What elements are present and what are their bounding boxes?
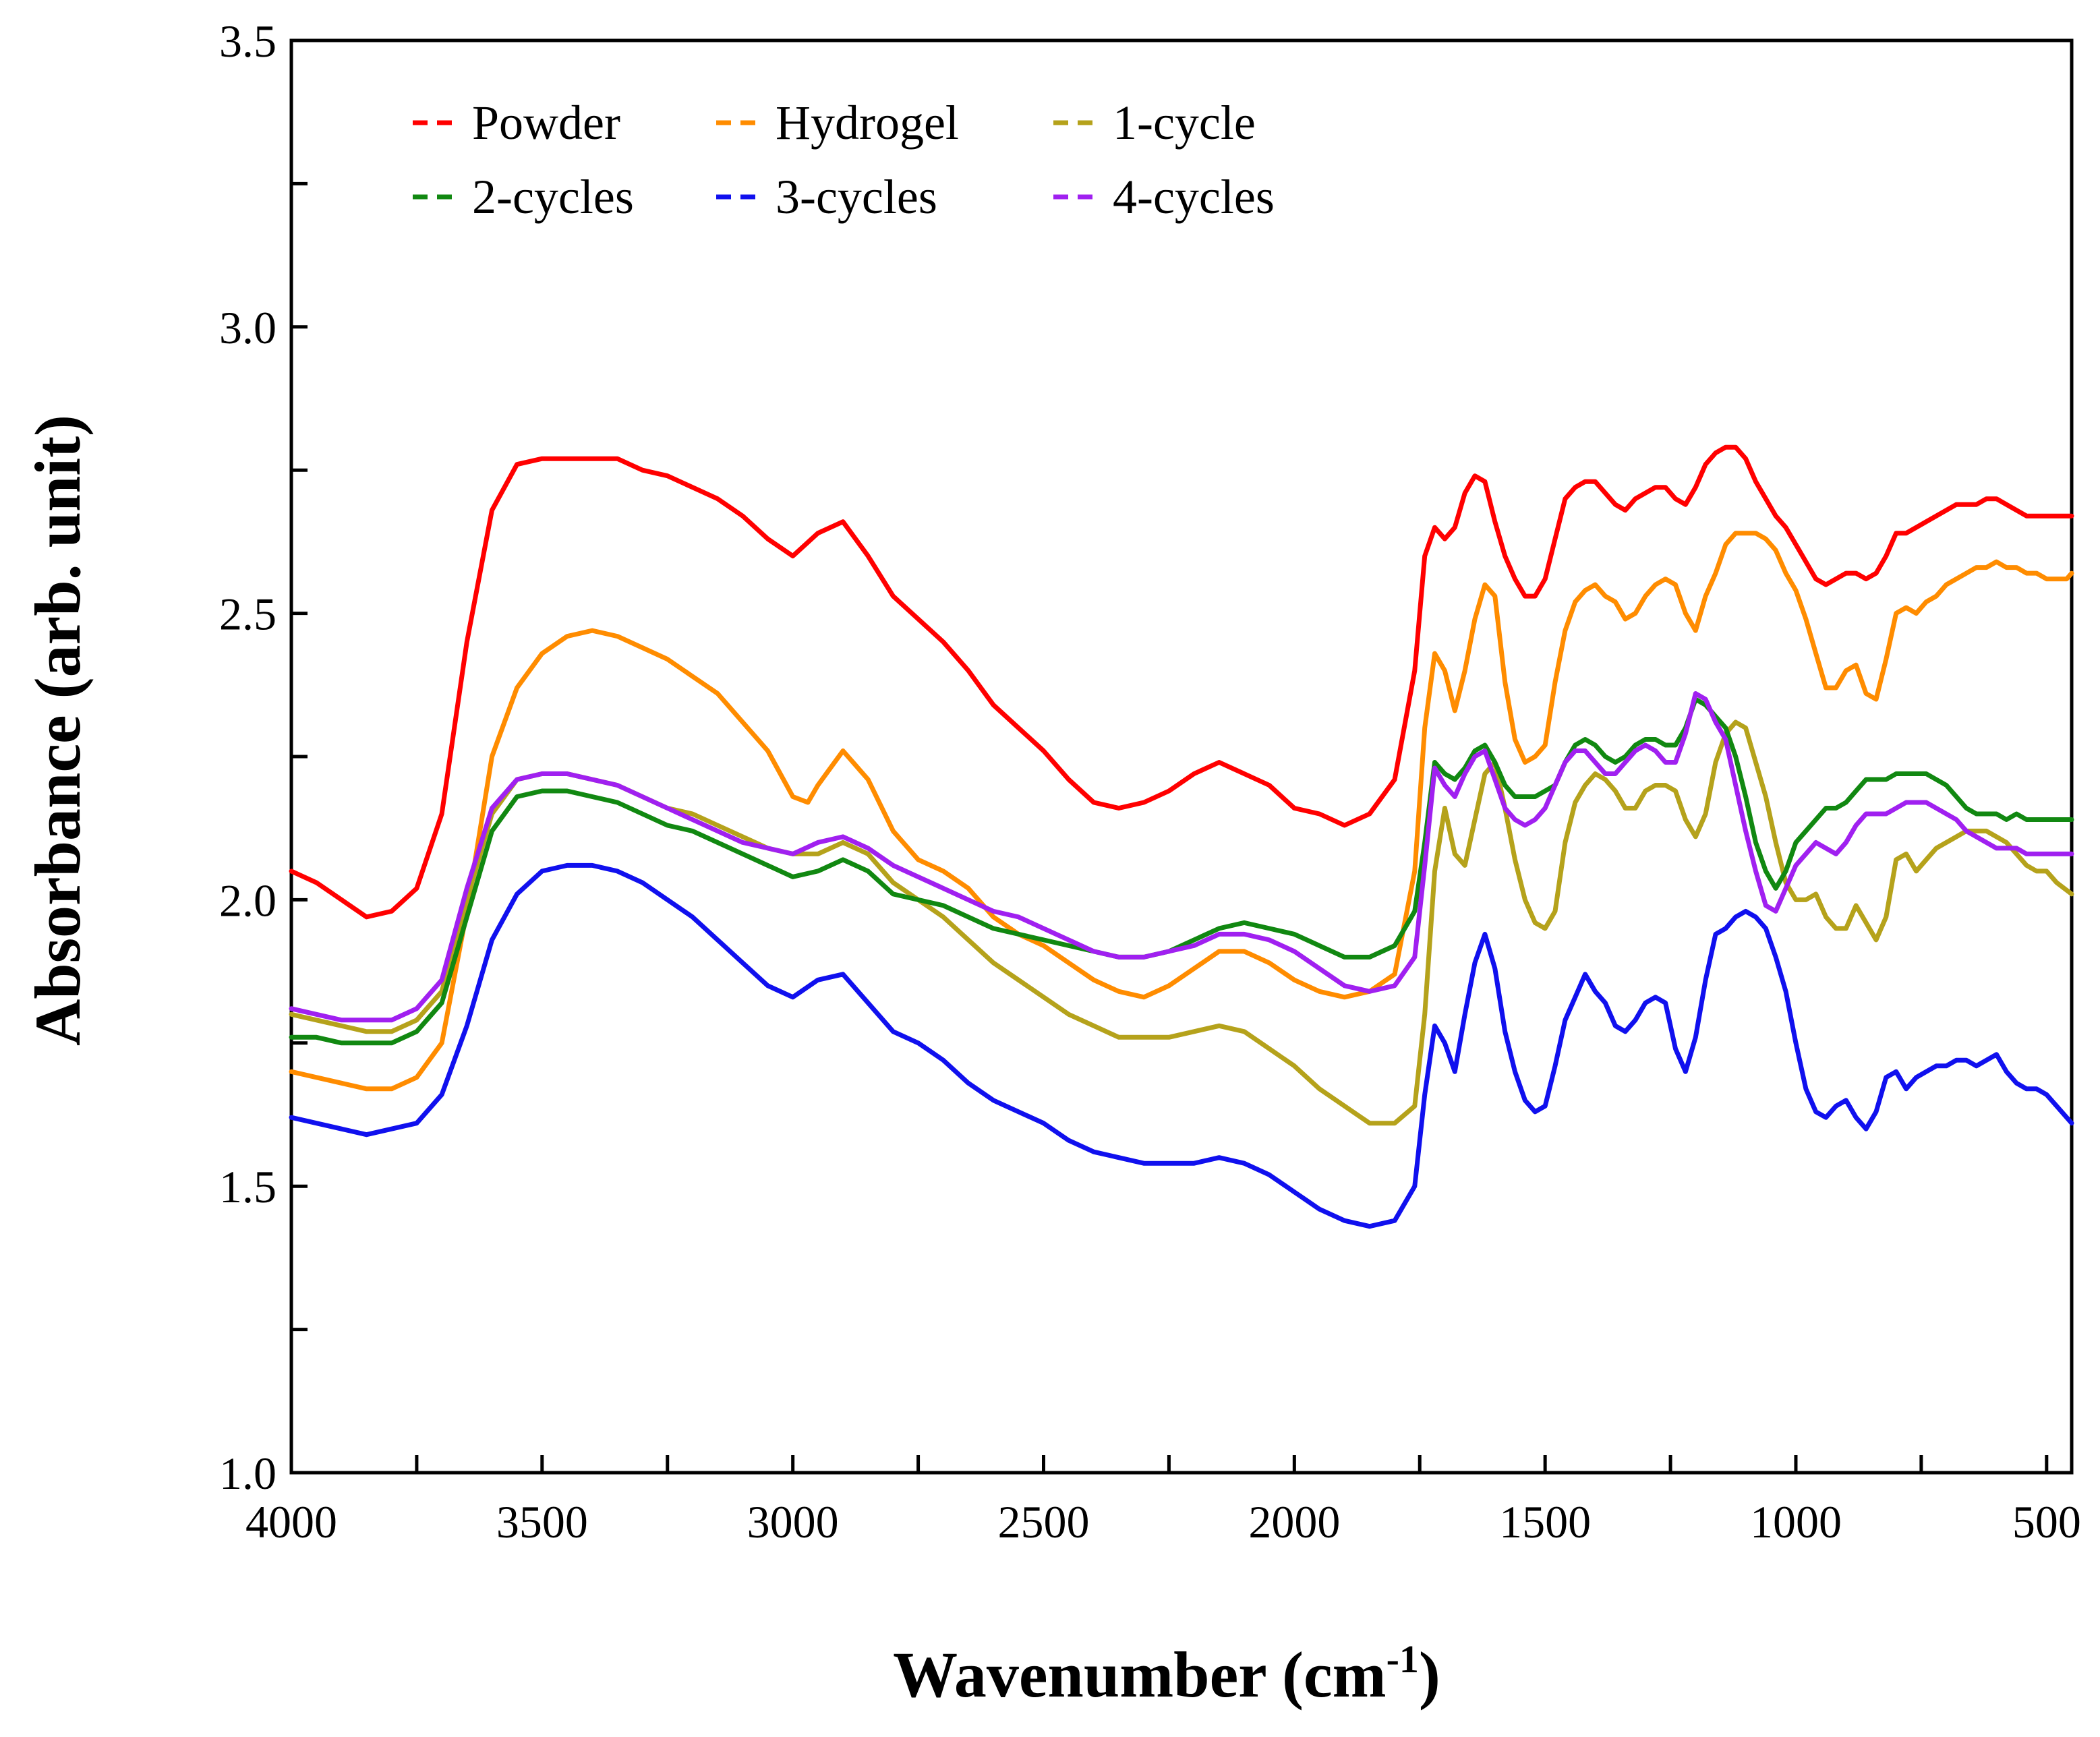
x-tick-label: 3000 <box>747 1496 839 1548</box>
x-tick-label: 500 <box>2012 1496 2081 1548</box>
y-tick-label: 2.5 <box>219 589 276 640</box>
series-line-1-cycle <box>289 719 2074 1126</box>
y-tick-label: 2.0 <box>219 875 276 926</box>
series-line-hydrogel <box>289 531 2074 1092</box>
legend-4-cycles-label: 4-cycles <box>1113 170 1275 224</box>
y-tick-label: 1.0 <box>219 1448 276 1499</box>
x-axis-title-main: Wavenumber (cm <box>893 1639 1386 1711</box>
legend-1-cycle-label: 1-cycle <box>1113 96 1256 150</box>
x-axis-title-superscript: -1 <box>1387 1637 1419 1681</box>
y-tick-label: 3.0 <box>219 302 276 353</box>
x-axis-title-close: ) <box>1419 1639 1440 1711</box>
y-axis-title: Absorbance (arb. unit) <box>22 415 94 1046</box>
y-tick-label: 1.5 <box>219 1161 276 1212</box>
x-axis-title: Wavenumber (cm-1) <box>893 1637 1440 1711</box>
series-line-powder <box>289 444 2074 920</box>
y-axis-ticks: 1.0 1.5 2.0 2.5 3.0 3.5 <box>219 16 308 1499</box>
legend: Powder Hydrogel 1-cycle 2-cycles 3-cycles 4-c… <box>413 96 1275 224</box>
legend-2-cycles-label: 2-cycles <box>472 170 634 224</box>
plot-area-frame <box>289 38 2074 1475</box>
x-tick-label: 3500 <box>496 1496 588 1548</box>
x-tick-label: 4000 <box>245 1496 337 1548</box>
legend-3-cycles-label: 3-cycles <box>776 170 937 224</box>
x-axis-ticks: 4000 3500 3000 2500 2000 1500 1000 500 <box>245 1455 2081 1548</box>
series-line-2-cycles <box>289 697 2074 1046</box>
x-tick-label: 1000 <box>1750 1496 1842 1548</box>
y-tick-label: 3.5 <box>219 16 276 67</box>
series-line-3-cycles <box>289 862 2074 1229</box>
legend-hydrogel-label: Hydrogel <box>776 96 959 150</box>
x-tick-label: 1500 <box>1499 1496 1591 1548</box>
series-line-4-cycles <box>289 691 2074 1023</box>
x-tick-label: 2000 <box>1248 1496 1340 1548</box>
legend-powder-label: Powder <box>472 96 620 150</box>
series-layer <box>289 444 2074 1229</box>
x-tick-label: 2500 <box>997 1496 1089 1548</box>
